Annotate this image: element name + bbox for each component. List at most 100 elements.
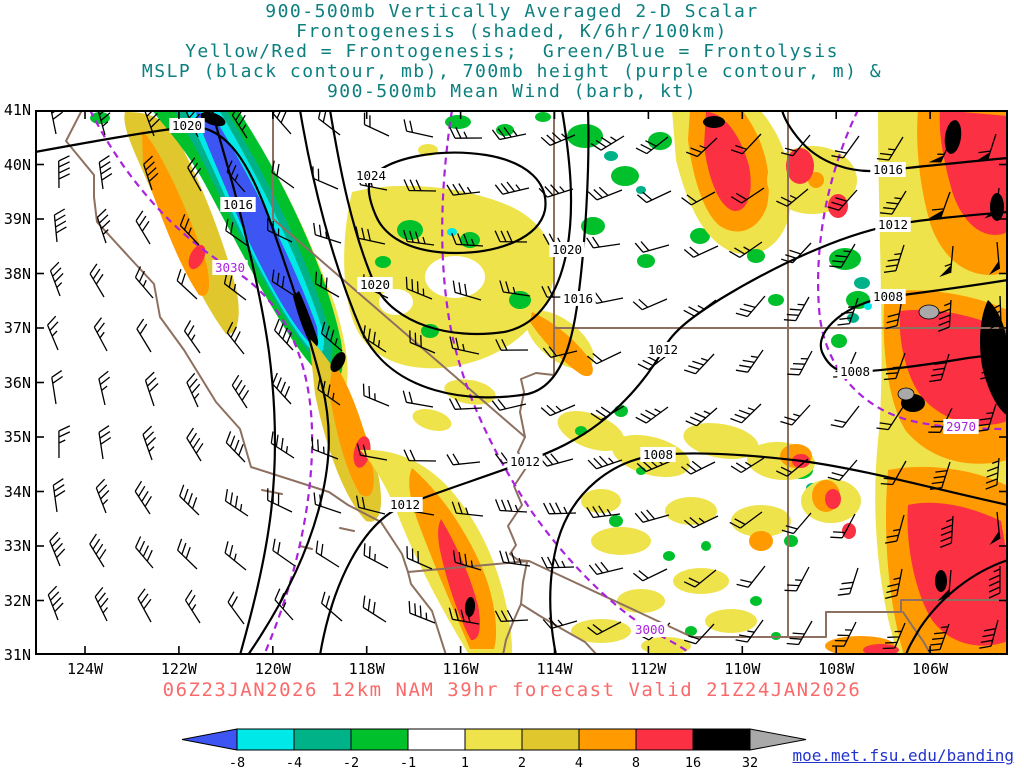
wind-barb-staff <box>272 372 292 405</box>
wind-barb-staff <box>730 403 762 424</box>
wind-barb <box>47 585 64 621</box>
wind-barb-staff <box>224 488 249 517</box>
wind-barb <box>226 321 245 355</box>
wind-barb <box>937 569 952 601</box>
wind-barb-staff <box>270 431 295 459</box>
wind-barb <box>317 110 341 136</box>
wind-barb-staff <box>446 183 481 196</box>
map-frame <box>35 110 1008 655</box>
wind-barb-staff <box>736 565 766 588</box>
wind-barb-staff <box>976 403 997 433</box>
wind-barb-staff <box>938 299 952 333</box>
gulf-of-california-coast <box>502 603 598 655</box>
shading-blob <box>641 637 691 655</box>
contour-label-text: 1016 <box>873 162 903 177</box>
wind-barb-staff <box>827 459 858 482</box>
lat-tick-label: 34N <box>3 482 31 501</box>
wind-barb-staff <box>267 218 293 243</box>
contour-label: 1012 <box>507 454 543 469</box>
wind-barb-staff <box>685 137 718 158</box>
wind-barb <box>223 271 247 301</box>
wind-barb-staff <box>787 350 813 376</box>
wind-barb <box>314 271 340 298</box>
wind-barb-staff <box>143 155 159 191</box>
wind-barb-staff <box>586 505 621 519</box>
wind-barb-staff <box>47 315 59 351</box>
wind-barb-staff <box>52 478 66 513</box>
wind-barb <box>730 133 762 155</box>
wind-barb-staff <box>355 495 386 515</box>
wind-barb <box>976 403 997 433</box>
wind-barb-staff <box>183 320 201 354</box>
shading-blob <box>496 124 514 136</box>
wind-barb-staff <box>267 488 293 513</box>
shading-blob <box>825 489 841 509</box>
wind-barb-staff <box>542 346 578 359</box>
wind-barb <box>781 512 812 535</box>
wind-barb-staff <box>491 398 527 411</box>
wind-barb <box>224 541 247 571</box>
wind-barb-pennant <box>975 152 991 162</box>
wind-barb-staff <box>781 512 812 535</box>
wind-barb-staff <box>830 513 856 539</box>
mslp-contour <box>819 278 1008 374</box>
wind-barb <box>685 137 718 158</box>
wind-barb-staff <box>729 511 763 529</box>
wind-barb-staff <box>89 533 107 568</box>
contour-label: 1008 <box>837 364 873 379</box>
wind-barb <box>362 383 390 407</box>
lon-tick-label: 118W <box>348 660 385 678</box>
wind-barb-pennant <box>928 209 944 219</box>
wind-barb-staff <box>446 453 481 466</box>
wind-barb <box>356 443 388 461</box>
contour-label-box <box>870 162 906 177</box>
wind-barb-staff <box>494 609 529 623</box>
wind-barb-staff <box>142 425 157 461</box>
shading-blob <box>412 409 452 431</box>
wind-barb-staff <box>989 295 1002 329</box>
wind-barb <box>587 186 623 201</box>
wind-barb <box>776 188 809 207</box>
colorbar-arrow-left <box>181 728 238 751</box>
wind-barb <box>142 425 157 461</box>
wind-barb <box>884 514 905 544</box>
wind-barb-staff <box>362 595 387 623</box>
wind-barb <box>89 263 105 298</box>
wind-barb-staff <box>683 515 719 529</box>
lon-tick-label: 124W <box>66 660 104 678</box>
wind-barb <box>837 567 859 596</box>
wind-barb <box>883 352 906 381</box>
wind-barb <box>989 511 1001 545</box>
wind-barb <box>272 538 296 567</box>
lat-tick-label: 40N <box>3 155 31 174</box>
wind-barb-staff <box>231 374 250 409</box>
wind-barb <box>186 372 201 408</box>
wind-barb <box>446 453 481 466</box>
mslp-contour <box>328 110 573 336</box>
wind-barb <box>540 404 576 417</box>
wind-barb <box>885 568 903 600</box>
wind-barb <box>588 561 624 576</box>
wind-barb-staff <box>448 398 483 410</box>
wind-barb-staff <box>448 607 480 625</box>
shading-blob <box>375 256 391 268</box>
contour-label-box <box>632 622 668 637</box>
wind-barb-staff <box>882 622 906 650</box>
wind-barb <box>538 453 574 467</box>
wind-barb <box>729 241 763 258</box>
wind-barb <box>448 398 483 410</box>
wind-barb <box>491 398 527 411</box>
wind-barb <box>271 160 295 189</box>
wind-barb <box>636 458 672 473</box>
wind-barb <box>144 371 159 407</box>
credit-link[interactable]: moe.met.fsu.edu/banding <box>792 746 1014 765</box>
wind-barb <box>876 406 904 431</box>
shading-blob <box>617 589 665 613</box>
wind-barb <box>49 531 66 567</box>
wind-barb-staff <box>402 229 435 246</box>
wind-barb <box>94 586 109 622</box>
shading-blob <box>704 112 751 212</box>
wind-barb-staff <box>273 318 294 351</box>
contour-label: 3030 <box>212 260 248 275</box>
wind-barb <box>929 353 950 383</box>
